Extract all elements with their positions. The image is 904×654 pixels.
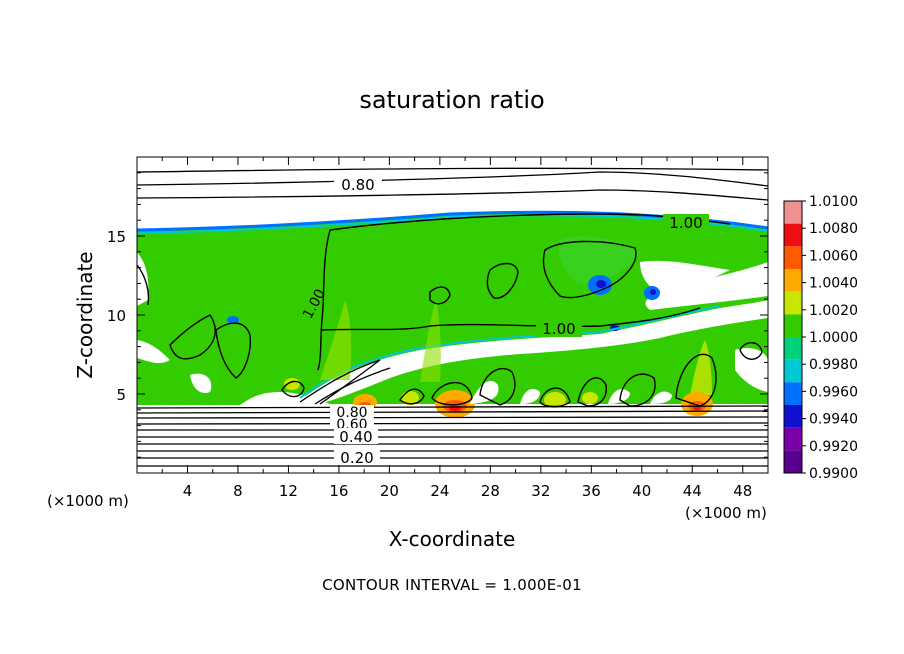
contour-labels: 0.80 1.00 1.00 1.00 0.80 0.60 0.40 0.20 <box>300 175 709 467</box>
colorbar-swatch <box>784 359 802 383</box>
colorbar-label: 0.9960 <box>809 384 858 400</box>
x-tick-label: 4 <box>183 482 193 500</box>
x-tick-label: 36 <box>582 482 601 500</box>
x-tick-label: 24 <box>430 482 449 500</box>
clear-air-upper-right <box>640 260 730 296</box>
hotspot-7 <box>582 392 598 404</box>
contour-label-100-b: 1.00 <box>542 320 575 338</box>
colorbar-label: 0.9920 <box>809 439 858 455</box>
colorbar-label: 0.9980 <box>809 357 858 373</box>
y-tick-label: 10 <box>107 307 126 325</box>
colorbar: 1.0100 1.0080 1.0060 1.0040 1.0020 1.0000 0.99… <box>783 194 858 482</box>
colorbar-label: 1.0080 <box>809 221 858 237</box>
x-tick-label: 28 <box>481 482 500 500</box>
colorbar-label: 1.0060 <box>809 248 858 264</box>
chart-title: saturation ratio <box>359 86 545 114</box>
y-axis: 5 10 15 <box>107 156 768 474</box>
contour-label-100-a: 1.00 <box>669 214 702 232</box>
contour-label-040: 0.40 <box>339 428 372 446</box>
upper-contours <box>137 167 768 201</box>
saturation-field <box>137 167 768 467</box>
blue-spot-2 <box>596 280 606 288</box>
x-tick-label: 16 <box>329 482 348 500</box>
clear-air-mid <box>558 236 640 284</box>
x-tick-label: 44 <box>683 482 702 500</box>
colorbar-label: 0.9940 <box>809 412 858 428</box>
colorbar-swatch <box>784 405 802 428</box>
hotspot-1-peak <box>449 405 461 411</box>
y-axis-label: Z-coordinate <box>73 251 97 378</box>
y-tick-label: 15 <box>107 228 126 246</box>
colorbar-swatch <box>784 382 802 405</box>
hotspot-2-peak <box>693 406 701 410</box>
clear-air-left-2 <box>190 373 212 394</box>
blue-spot-5 <box>227 316 239 324</box>
colorbar-swatch <box>784 223 802 247</box>
contour-label-080-top: 0.80 <box>341 176 374 194</box>
colorbar-swatch <box>784 450 802 473</box>
x-tick-label: 48 <box>733 482 752 500</box>
y-tick-label: 5 <box>116 386 126 404</box>
hotspot-5 <box>401 391 419 405</box>
colorbar-swatch <box>784 201 802 224</box>
blue-spot-4 <box>650 289 656 295</box>
colorbar-label: 1.0100 <box>809 194 858 210</box>
colorbar-swatch <box>784 337 802 360</box>
clear-air-band <box>300 300 768 404</box>
colorbar-swatch <box>784 246 802 269</box>
contour-interval-note: CONTOUR INTERVAL = 1.000E-01 <box>322 576 582 594</box>
edge-low-sat-band <box>299 305 721 399</box>
x-unit-right: (×1000 m) <box>685 504 767 522</box>
x-tick-label: 12 <box>279 482 298 500</box>
x-tick-label: 20 <box>380 482 399 500</box>
colorbar-label: 1.0020 <box>809 303 858 319</box>
clear-air-left <box>137 340 170 364</box>
colorbar-label: 1.0040 <box>809 276 858 292</box>
colorbar-swatch <box>784 269 802 292</box>
colorbar-swatch <box>784 291 802 315</box>
x-axis-label: X-coordinate <box>389 527 516 551</box>
colorbar-label: 1.0000 <box>809 330 858 346</box>
colorbar-swatch <box>784 314 802 337</box>
clear-air-right <box>735 348 768 392</box>
clear-air-left-edge <box>137 252 149 306</box>
hotspot-4 <box>544 392 566 408</box>
x-tick-label: 32 <box>531 482 550 500</box>
contour-label-020: 0.20 <box>340 449 373 467</box>
x-unit-left: (×1000 m) <box>47 492 129 510</box>
x-tick-label: 40 <box>632 482 651 500</box>
colorbar-label: 0.9900 <box>809 466 858 482</box>
colorbar-swatch <box>784 427 802 451</box>
x-tick-label: 8 <box>233 482 243 500</box>
x-axis: 4 8 12 16 20 24 28 32 36 40 44 48 <box>136 157 769 500</box>
